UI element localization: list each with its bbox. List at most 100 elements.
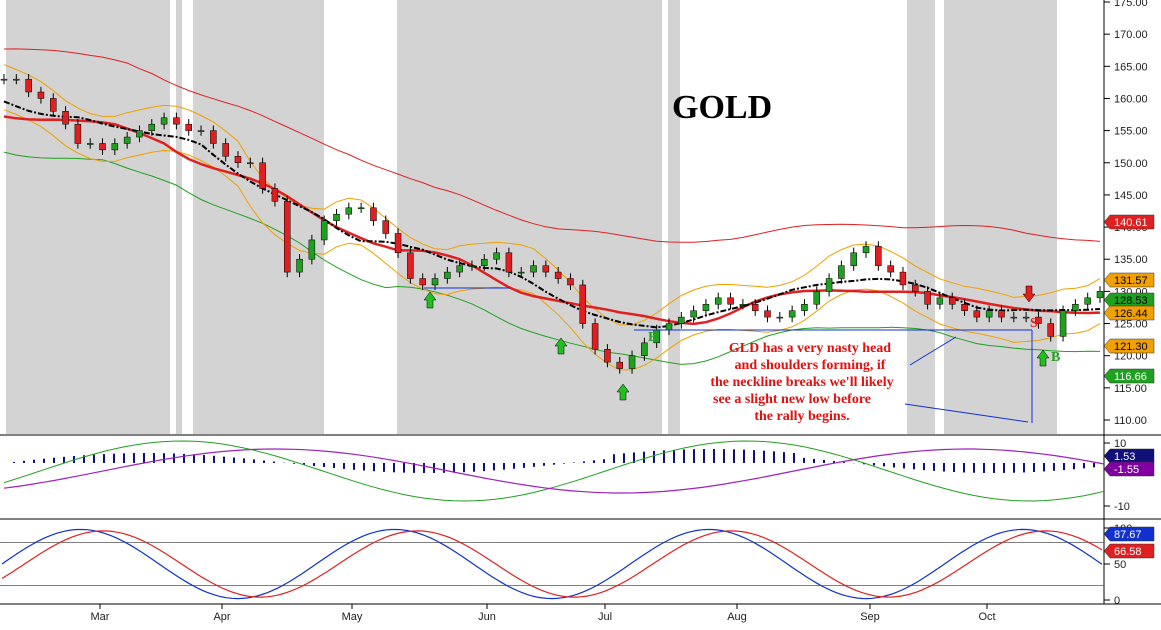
macd-badge-label: -1.55 [1114, 464, 1139, 476]
buy-arrow-icon [1036, 349, 1050, 367]
candle-body [517, 271, 525, 274]
candle-body [271, 188, 279, 202]
y-tick-label: 110.00 [1114, 415, 1147, 427]
macd-tick-label: 10 [1114, 438, 1126, 450]
candle-body [554, 271, 562, 279]
candle-body [345, 207, 353, 215]
candle-body [727, 297, 734, 305]
y-tick-label: 155.00 [1114, 126, 1148, 138]
price-axis: 175.00 170.00 165.00 160.00 155.00 150.00 145.… [1104, 0, 1148, 427]
price-badge [1103, 368, 1155, 384]
candle-body [1022, 316, 1030, 319]
candle-body [862, 246, 870, 254]
price-badge-label: 121.30 [1114, 341, 1148, 353]
price-bands [3, 48, 1101, 371]
price-badge-label: 116.66 [1114, 371, 1147, 383]
candle-body [628, 355, 636, 369]
candle-body [825, 278, 833, 292]
annotation-line: and shoulders forming, if [735, 358, 886, 373]
candle-body [481, 258, 488, 266]
stoch-badge-label: 87.67 [1114, 529, 1142, 541]
candle-body [148, 123, 156, 131]
candle-body [764, 310, 771, 318]
macd-tick-label: -10 [1114, 501, 1130, 513]
moving-average-line [3, 115, 1101, 326]
candle-body [948, 297, 956, 305]
candle-body [1084, 297, 1091, 305]
month-label: Mar [91, 611, 110, 623]
grid-lines [0, 0, 1161, 605]
price-badge-label: 128.53 [1114, 295, 1148, 307]
upper-envelope-line [3, 48, 1101, 243]
macd-badge-label: 1.53 [1114, 451, 1135, 463]
recession-shading [6, 0, 1057, 518]
shade-band-lower [397, 437, 662, 518]
candle-body [308, 239, 316, 260]
month-label: May [342, 611, 363, 623]
candle-body [357, 207, 365, 210]
candle-body [912, 284, 919, 292]
candle-body [456, 265, 463, 273]
candle-body [247, 162, 254, 165]
candle-body [887, 265, 894, 273]
candle-body [111, 143, 119, 151]
candle-body [899, 271, 907, 286]
chart-title: GOLD [672, 89, 772, 126]
candle-body [690, 310, 697, 318]
candle-body [13, 78, 20, 81]
annotations: B S B [423, 285, 1060, 423]
signal-label: B [648, 330, 657, 345]
annotation-line: the neckline breaks we'll likely [710, 375, 893, 390]
sell-arrow-icon [1022, 285, 1036, 303]
price-badge [1103, 305, 1155, 321]
price-badge-label: 131.57 [1114, 275, 1148, 287]
candle-body [1072, 303, 1079, 311]
y-tick-label: 150.00 [1114, 158, 1148, 170]
candle-body [99, 143, 106, 151]
price-badge [1103, 214, 1155, 230]
y-tick-label: 135.00 [1114, 254, 1148, 266]
candle-body [751, 303, 759, 311]
candle-body [985, 310, 993, 318]
candle-body [567, 278, 574, 286]
candle-body [579, 284, 587, 324]
price-badge [1103, 292, 1155, 308]
candle-body [936, 297, 944, 305]
y-tick-label: 145.00 [1114, 190, 1148, 202]
shade-band-lower [907, 437, 935, 518]
candle-body [665, 323, 673, 331]
candle-body [739, 303, 747, 306]
macd-badge [1103, 448, 1155, 464]
candle-body [259, 162, 266, 189]
buy-arrow-icon [616, 383, 630, 401]
stoch-tick-label: 50 [1114, 559, 1126, 571]
candle-body [1059, 310, 1067, 337]
stoch-badge [1103, 526, 1155, 542]
stoch-badge-label: 66.58 [1114, 546, 1142, 558]
candle-body [468, 265, 476, 267]
candle-body [616, 361, 623, 369]
month-label: Oct [978, 611, 995, 623]
candle-body [493, 252, 500, 260]
price-badge [1103, 272, 1155, 288]
candle-body [86, 143, 94, 145]
price-badge-label: 140.61 [1114, 217, 1148, 229]
candle-body [776, 316, 784, 319]
y-tick-label: 170.00 [1114, 29, 1148, 41]
candle-body [283, 201, 291, 273]
candle-body [813, 291, 821, 305]
month-label: Jun [478, 611, 496, 623]
candle-body [801, 303, 808, 311]
shade-band [907, 0, 935, 434]
signal-label: S [1030, 316, 1038, 331]
shade-band-lower [668, 437, 680, 518]
candlesticks [0, 74, 1104, 374]
candle-body [419, 278, 426, 286]
dashed-average-line [3, 100, 1101, 329]
candle-body [123, 136, 131, 144]
candle-body [702, 303, 710, 311]
month-label: Apr [213, 611, 230, 623]
annotation-pointer [909, 336, 957, 366]
month-label: Sep [860, 611, 880, 623]
